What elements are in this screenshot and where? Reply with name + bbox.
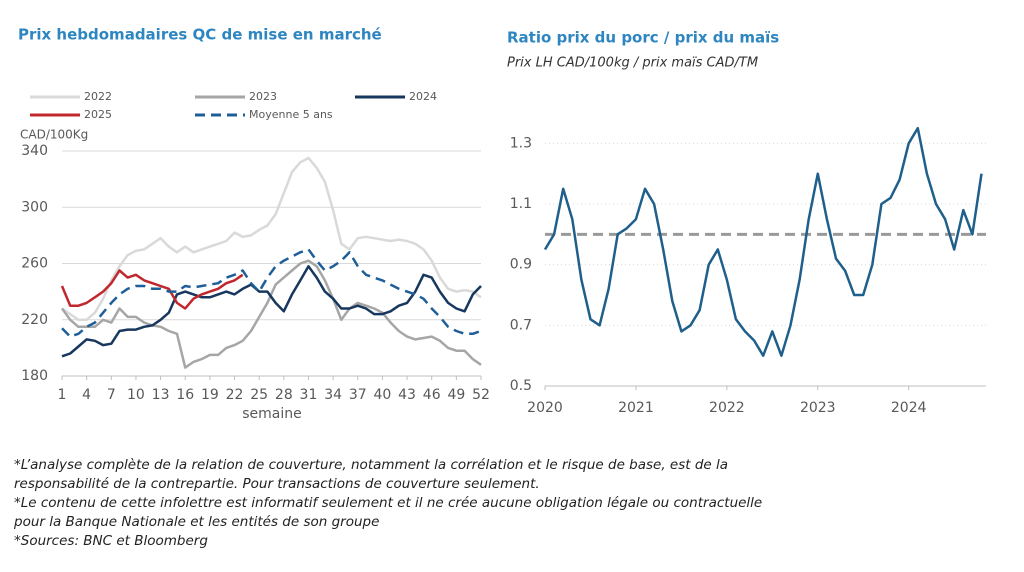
x-tick-label: 7 <box>107 387 116 403</box>
footnote: *Sources: BNC et Bloomberg <box>14 533 208 549</box>
footnote: *L’analyse complète de la relation de co… <box>14 457 728 473</box>
x-tick-label: 31 <box>300 387 318 403</box>
x-tick-label: 1 <box>58 387 67 403</box>
y-tick-label: 220 <box>21 312 48 328</box>
y-tick-label: 0.7 <box>510 317 532 333</box>
x-tick-label: 13 <box>152 387 170 403</box>
x-axis-label: semaine <box>242 406 302 422</box>
y-tick-label: 300 <box>21 199 48 215</box>
legend-label: 2024 <box>409 90 437 103</box>
x-tick-label: 34 <box>324 387 342 403</box>
legend-label: 2023 <box>249 90 277 103</box>
x-tick-label: 10 <box>127 387 145 403</box>
y-axis-label: CAD/100Kg <box>20 128 88 142</box>
x-tick-label: 2023 <box>800 400 836 416</box>
x-tick-label: 19 <box>201 387 219 403</box>
y-tick-label: 1.1 <box>510 196 532 212</box>
x-tick-label: 25 <box>250 387 268 403</box>
x-tick-label: 52 <box>472 387 490 403</box>
y-tick-label: 0.5 <box>510 378 532 394</box>
x-tick-label: 46 <box>423 387 441 403</box>
y-tick-label: 1.3 <box>510 135 532 151</box>
legend-label: 2022 <box>84 90 112 103</box>
y-tick-label: 260 <box>21 256 48 272</box>
data-line <box>61 156 482 322</box>
x-tick-label: 40 <box>373 387 391 403</box>
chart-title: Ratio prix du porc / prix du maïs <box>507 29 779 47</box>
data-line <box>543 126 983 357</box>
chart-subtitle: Prix LH CAD/100kg / prix maïs CAD/TM <box>507 56 758 71</box>
x-tick-label: 49 <box>447 387 465 403</box>
x-tick-label: 16 <box>176 387 194 403</box>
data-line <box>61 248 482 338</box>
x-tick-label: 2022 <box>709 400 745 416</box>
legend-label: 2025 <box>84 108 112 121</box>
y-tick-label: 340 <box>21 143 48 159</box>
x-tick-label: 2024 <box>891 400 927 416</box>
x-tick-label: 43 <box>398 387 416 403</box>
x-tick-label: 22 <box>226 387 244 403</box>
x-tick-label: 2021 <box>618 400 654 416</box>
x-tick-label: 2020 <box>527 400 563 416</box>
x-tick-label: 37 <box>349 387 367 403</box>
y-tick-label: 0.9 <box>510 257 532 273</box>
x-tick-label: 4 <box>82 387 91 403</box>
data-line <box>60 259 482 369</box>
legend-label: Moyenne 5 ans <box>249 108 333 121</box>
data-line <box>60 269 244 310</box>
chart-title: Prix hebdomadaires QC de mise en marché <box>18 26 382 44</box>
footnote: responsabilité de la contrepartie. Pour … <box>14 476 540 492</box>
y-tick-label: 180 <box>21 368 48 384</box>
footnote: pour la Banque Nationale et les entités … <box>13 514 379 530</box>
data-line <box>61 265 482 358</box>
footnote: *Le contenu de cette infolettre est info… <box>14 495 762 511</box>
x-tick-label: 28 <box>275 387 293 403</box>
